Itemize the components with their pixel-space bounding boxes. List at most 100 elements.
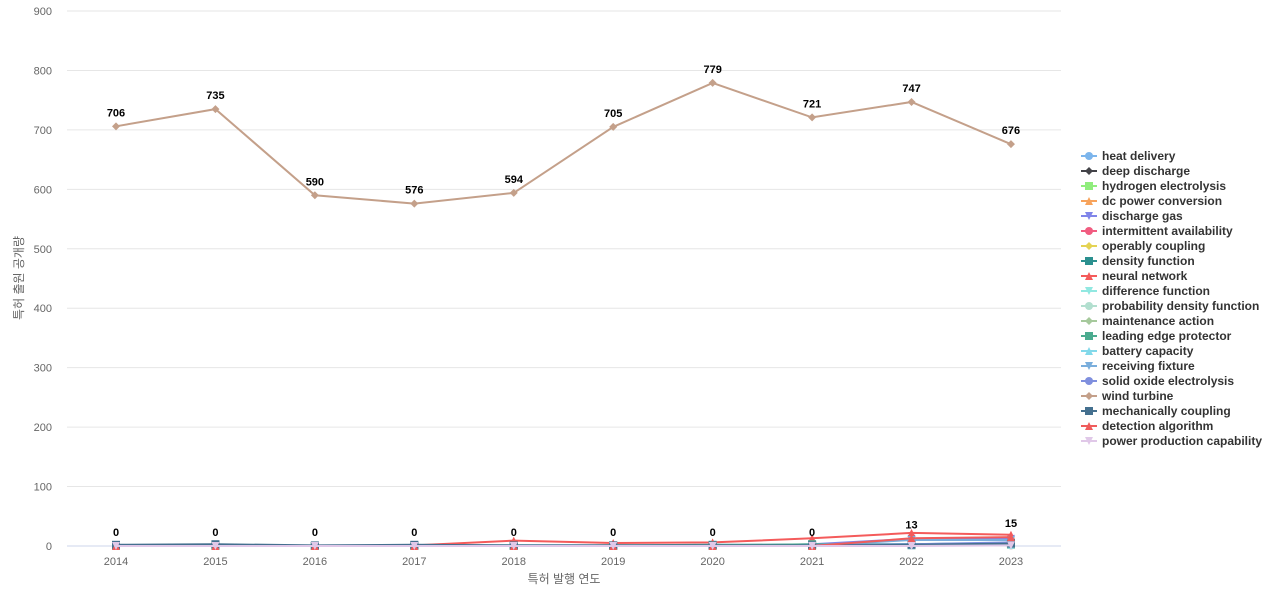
data-point <box>410 199 419 208</box>
legend-label: detection algorithm <box>1102 419 1213 433</box>
legend-marker <box>1085 362 1093 370</box>
legend-marker <box>1085 437 1093 445</box>
legend-marker <box>1085 422 1093 430</box>
legend-marker <box>1085 152 1093 160</box>
legend-label: battery capacity <box>1102 344 1194 358</box>
data-label: 0 <box>212 527 218 539</box>
data-point <box>609 122 618 131</box>
legend-item-difference-function[interactable]: difference function <box>1081 284 1210 298</box>
legend-item-power-production-capability[interactable]: power production capability <box>1081 434 1262 448</box>
legend-item-detection-algorithm[interactable]: detection algorithm <box>1081 419 1213 433</box>
legend-label: solid oxide electrolysis <box>1102 374 1234 388</box>
legend-item-operably-coupling[interactable]: operably coupling <box>1081 239 1205 253</box>
legend-marker <box>1085 392 1093 400</box>
legend-item-wind-turbine[interactable]: wind turbine <box>1081 389 1174 403</box>
data-point <box>907 542 916 550</box>
data-point <box>808 113 817 122</box>
legend-item-probability-density-function[interactable]: probability density function <box>1081 299 1259 313</box>
x-tick-label: 2016 <box>303 556 327 568</box>
data-label: 576 <box>405 185 423 197</box>
legend-item-density-function[interactable]: density function <box>1081 254 1195 268</box>
legend-label: discharge gas <box>1102 209 1183 223</box>
legend-marker <box>1085 317 1093 325</box>
y-tick-label: 0 <box>46 541 52 553</box>
legend-item-mechanically-coupling[interactable]: mechanically coupling <box>1081 404 1231 418</box>
legend-item-neural-network[interactable]: neural network <box>1081 269 1188 283</box>
data-label: 590 <box>306 176 324 188</box>
legend-item-solid-oxide-electrolysis[interactable]: solid oxide electrolysis <box>1081 374 1234 388</box>
data-point <box>310 191 319 200</box>
legend-label: power production capability <box>1102 434 1262 448</box>
data-label: 0 <box>312 527 318 539</box>
x-tick-label: 2019 <box>601 556 625 568</box>
data-point <box>708 542 717 550</box>
legend-marker <box>1085 302 1093 310</box>
data-point <box>808 542 817 550</box>
data-label: 0 <box>710 527 716 539</box>
y-tick-label: 700 <box>34 125 52 137</box>
y-tick-label: 300 <box>34 363 52 375</box>
legend-item-dc-power-conversion[interactable]: dc power conversion <box>1081 194 1222 208</box>
legend-marker <box>1085 212 1093 220</box>
legend-label: leading edge protector <box>1102 329 1232 343</box>
legend-item-receiving-fixture[interactable]: receiving fixture <box>1081 359 1195 373</box>
series-line <box>116 544 1011 547</box>
data-point <box>509 542 518 550</box>
legend-label: intermittent availability <box>1102 224 1233 238</box>
legend-item-deep-discharge[interactable]: deep discharge <box>1081 164 1190 178</box>
y-axis-label: 특허 출원 공개량 <box>12 236 26 320</box>
legend-item-heat-delivery[interactable]: heat delivery <box>1081 149 1176 163</box>
series-line <box>115 81 1012 205</box>
legend-marker <box>1085 377 1093 385</box>
legend-marker <box>1085 197 1093 205</box>
y-tick-label: 800 <box>34 65 52 77</box>
legend-marker <box>1085 332 1093 340</box>
data-label: 747 <box>902 83 920 95</box>
legend-label: probability density function <box>1102 299 1259 313</box>
data-label: 779 <box>703 64 721 76</box>
legend-label: maintenance action <box>1102 314 1214 328</box>
x-axis-label: 특허 발행 연도 <box>528 571 601 586</box>
legend-label: wind turbine <box>1101 389 1174 403</box>
data-point <box>410 542 419 550</box>
x-tick-label: 2017 <box>402 556 426 568</box>
y-tick-label: 400 <box>34 303 52 315</box>
series-power-production-capability <box>112 541 1015 550</box>
legend-label: density function <box>1102 254 1195 268</box>
legend-label: mechanically coupling <box>1102 404 1231 418</box>
legend-item-hydrogen-electrolysis[interactable]: hydrogen electrolysis <box>1081 179 1226 193</box>
legend-label: difference function <box>1102 284 1210 298</box>
data-label: 0 <box>411 527 417 539</box>
data-label: 676 <box>1002 125 1020 137</box>
data-point <box>907 534 916 543</box>
x-tick-label: 2021 <box>800 556 824 568</box>
data-label: 0 <box>511 527 517 539</box>
y-tick-label: 900 <box>34 6 52 18</box>
data-point <box>112 122 120 131</box>
data-point <box>1006 533 1015 542</box>
data-point <box>509 188 518 197</box>
legend-item-discharge-gas[interactable]: discharge gas <box>1081 209 1183 223</box>
legend-label: receiving fixture <box>1102 359 1195 373</box>
data-label: 0 <box>113 527 119 539</box>
data-point <box>112 542 120 550</box>
x-tick-label: 2023 <box>999 556 1023 568</box>
data-label: 0 <box>809 527 815 539</box>
legend-item-battery-capacity[interactable]: battery capacity <box>1081 344 1194 358</box>
legend-label: operably coupling <box>1102 239 1205 253</box>
legend-marker <box>1085 227 1093 235</box>
legend-item-intermittent-availability[interactable]: intermittent availability <box>1081 224 1233 238</box>
legend-label: hydrogen electrolysis <box>1102 179 1226 193</box>
data-label: 594 <box>505 174 524 186</box>
legend-item-leading-edge-protector[interactable]: leading edge protector <box>1081 329 1232 343</box>
legend-item-maintenance-action[interactable]: maintenance action <box>1081 314 1214 328</box>
legend-marker <box>1085 407 1093 415</box>
data-label: 735 <box>206 90 224 102</box>
data-point <box>1006 140 1015 149</box>
x-tick-label: 2015 <box>203 556 227 568</box>
legend-marker <box>1085 167 1093 175</box>
data-label: 0 <box>610 527 616 539</box>
legend-marker <box>1085 182 1093 190</box>
